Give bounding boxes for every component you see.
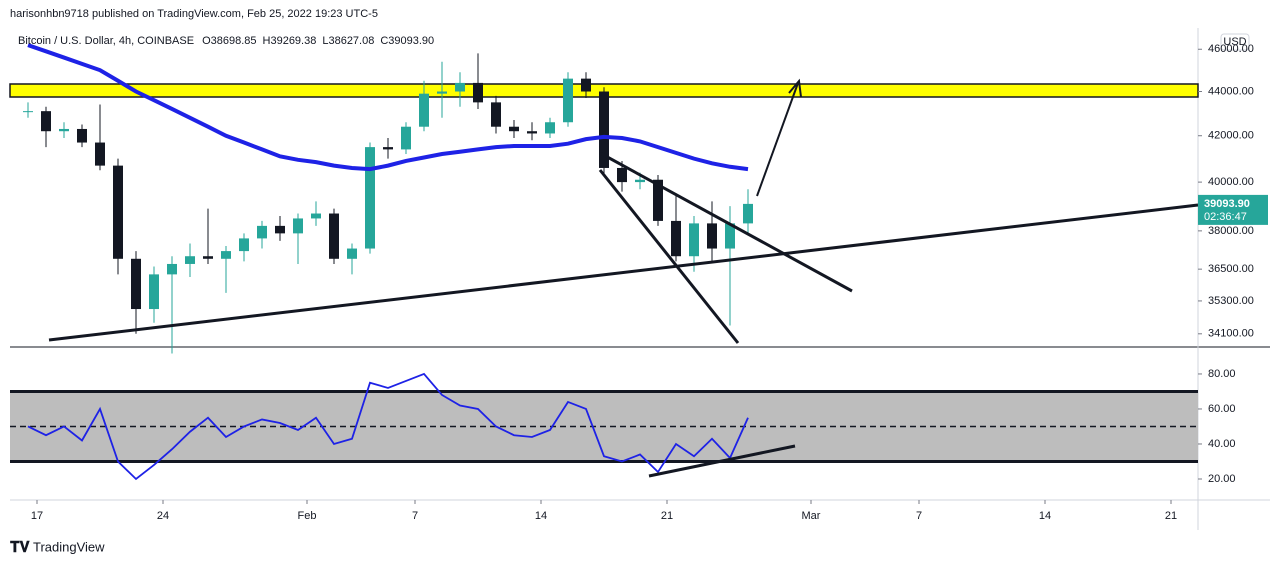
- candle-body: [293, 218, 303, 234]
- candle-body: [437, 91, 447, 94]
- candle-body: [185, 256, 195, 264]
- symbol: Bitcoin / U.S. Dollar, 4h, COINBASE: [18, 35, 194, 47]
- ohlc-value: O38698.85: [202, 35, 256, 47]
- rsi-pane: [10, 372, 1198, 481]
- y-tick-label: 44000.00: [1208, 85, 1254, 97]
- logo: 𝐓𝐕: [10, 539, 31, 556]
- y-tick-label: 40.00: [1208, 438, 1236, 450]
- candle-body: [329, 213, 339, 259]
- price-pane: [9, 43, 1199, 354]
- candle-body: [95, 142, 105, 166]
- x-tick-label: 24: [157, 510, 169, 522]
- candle-body: [545, 122, 555, 134]
- x-tick-label: 17: [31, 510, 43, 522]
- candle-body: [383, 147, 393, 150]
- target-arrow: [756, 82, 799, 197]
- candle-body: [689, 223, 699, 257]
- candle-body: [635, 179, 645, 183]
- candle-body: [473, 82, 483, 103]
- candle-body: [725, 223, 735, 249]
- y-tick-label: 40000.00: [1208, 176, 1254, 188]
- x-tick-label: 7: [916, 510, 922, 522]
- y-tick-label: 46000.00: [1208, 43, 1254, 55]
- x-tick-label: 7: [412, 510, 418, 522]
- candle-body: [671, 220, 681, 257]
- y-tick-label: 35300.00: [1208, 295, 1254, 307]
- x-tick-label: Feb: [298, 510, 317, 522]
- ohlc-value: H39269.38: [263, 35, 317, 47]
- candle-body: [707, 223, 717, 249]
- countdown: 02:36:47: [1204, 211, 1247, 223]
- wedge-lower: [598, 169, 740, 344]
- candle-body: [599, 91, 609, 168]
- currency: USD: [1223, 36, 1246, 48]
- candle-body: [419, 93, 429, 127]
- candle-body: [131, 258, 141, 310]
- candle-body: [167, 263, 177, 275]
- y-tick-label: 38000.00: [1208, 225, 1254, 237]
- publisher: harisonhbn9718 published on TradingView.…: [10, 8, 378, 20]
- rsi-trendline: [648, 444, 796, 478]
- drawings: [48, 78, 1199, 478]
- x-tick-label: 21: [661, 510, 673, 522]
- candle-body: [311, 213, 321, 219]
- y-tick-label: 36500.00: [1208, 263, 1254, 275]
- candle-body: [221, 251, 231, 259]
- candle-body: [59, 128, 69, 132]
- currency-box: [1220, 33, 1250, 51]
- rsi-line: [27, 372, 749, 481]
- ohlc-legend: O38698.85 H39269.38 L38627.08 C39093.90: [202, 35, 434, 47]
- moving-average: [27, 43, 749, 172]
- candle-body: [401, 126, 411, 150]
- candle-body: [113, 165, 123, 259]
- candle-body: [653, 179, 663, 221]
- y-tick-label: 20.00: [1208, 473, 1236, 485]
- ohlc-value: C39093.90: [380, 35, 434, 47]
- wedge-upper: [599, 151, 853, 293]
- y-tick-label: 42000.00: [1208, 130, 1254, 142]
- last-price: 39093.90: [1204, 198, 1250, 210]
- brand: TradingView: [33, 539, 105, 554]
- candle-body: [275, 225, 285, 234]
- candle-body: [41, 111, 51, 132]
- ohlc-value: L38627.08: [322, 35, 374, 47]
- trendline: [48, 203, 1199, 342]
- candle-body: [203, 256, 213, 259]
- candle-body: [77, 128, 87, 143]
- candle-body: [563, 78, 573, 123]
- candle-body: [455, 82, 465, 92]
- x-tick-label: 21: [1165, 510, 1177, 522]
- candle-body: [347, 248, 357, 259]
- candle-body: [743, 203, 753, 224]
- last-price-box: [1198, 194, 1268, 225]
- candle-body: [491, 102, 501, 127]
- y-tick-label: 34100.00: [1208, 328, 1254, 340]
- arrow-head: [788, 78, 802, 98]
- y-tick-label: 60.00: [1208, 403, 1236, 415]
- candle-body: [239, 238, 249, 252]
- candle-body: [365, 147, 375, 249]
- candle-body: [257, 225, 267, 239]
- x-tick-label: 14: [535, 510, 547, 522]
- candle-body: [149, 274, 159, 310]
- x-tick-label: 14: [1039, 510, 1051, 522]
- candle-body: [581, 78, 591, 92]
- candle-body: [527, 131, 537, 134]
- y-tick-label: 80.00: [1208, 368, 1236, 380]
- candle-body: [617, 167, 627, 183]
- candle-body: [23, 111, 33, 113]
- x-tick-label: Mar: [802, 510, 821, 522]
- candle-body: [509, 126, 519, 132]
